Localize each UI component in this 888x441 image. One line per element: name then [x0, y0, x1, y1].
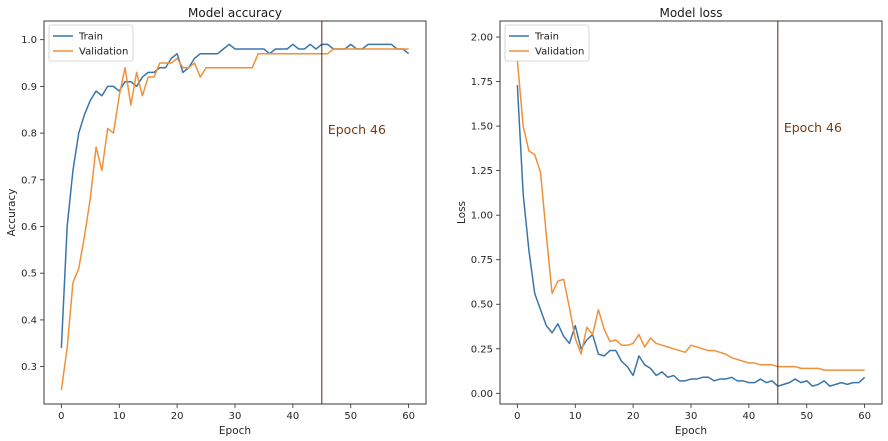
x-axis-label: Epoch: [675, 425, 707, 437]
y-tick-label: 1.50: [471, 122, 493, 133]
y-tick-label: 0.3: [21, 362, 37, 373]
x-axis-label: Epoch: [219, 425, 251, 437]
legend: Train Validation: [48, 24, 134, 62]
y-axis-label: Accuracy: [6, 189, 18, 237]
y-tick-label: 0.6: [21, 222, 37, 233]
x-tick-label: 10: [113, 411, 126, 422]
x-tick-label: 40: [287, 411, 300, 422]
y-tick-label: 1.0: [21, 35, 37, 46]
x-tick-label: 60: [402, 411, 415, 422]
vline-label: Epoch 46: [784, 120, 842, 135]
plot-frame: [43, 20, 427, 405]
x-tick-label: 20: [171, 411, 184, 422]
vline-annotation: Epoch 46: [321, 21, 386, 404]
series-line-train: [60, 43, 410, 348]
y-tick-label: 0.25: [471, 344, 493, 355]
chart-title: Model accuracy: [188, 6, 282, 20]
series-line-validation: [60, 48, 409, 391]
x-tick-label: 0: [514, 411, 520, 422]
legend-label-train: Train: [534, 32, 559, 43]
legend-label-validation: Validation: [79, 47, 128, 58]
vline-annotation: Epoch 46: [777, 21, 842, 404]
y-tick-label: 2.00: [471, 33, 493, 44]
legend: Train Validation: [504, 24, 590, 62]
y-tick-label: 0.50: [471, 300, 493, 311]
chart-title: Model loss: [659, 6, 722, 20]
y-tick-label: 0.8: [21, 129, 37, 140]
y-axis-label: Loss: [456, 201, 468, 224]
legend-box: [48, 24, 134, 62]
y-tick-label: 1.00: [471, 211, 493, 222]
x-tick-label: 20: [627, 411, 640, 422]
y-tick-label: 0.4: [21, 315, 37, 326]
x-tick-label: 50: [800, 411, 813, 422]
vline-label: Epoch 46: [328, 122, 386, 137]
accuracy-chart: Model accuracy Epoch Accuracy 0 10 20 30 40 5…: [6, 6, 427, 437]
legend-label-validation: Validation: [535, 47, 584, 58]
y-tick-label: 0.5: [21, 269, 37, 280]
series-line-validation: [516, 60, 865, 371]
y-tick-label: 1.25: [471, 166, 493, 177]
y-tick-label: 0.75: [471, 255, 493, 266]
x-tick-label: 60: [858, 411, 871, 422]
x-tick-label: 30: [229, 411, 242, 422]
x-tick-label: 0: [58, 411, 64, 422]
loss-chart: Model loss Epoch Loss 0 10 20 30 40 50 60 0.00 0…: [456, 6, 883, 437]
legend-box: [504, 24, 590, 62]
series-line-train: [516, 85, 866, 387]
y-tick-label: 0.00: [471, 389, 493, 400]
y-tick-label: 0.9: [21, 82, 37, 93]
x-tick-label: 30: [685, 411, 698, 422]
legend-label-train: Train: [78, 32, 103, 43]
y-tick-label: 0.7: [21, 175, 37, 186]
x-tick-label: 40: [743, 411, 756, 422]
y-tick-label: 1.75: [471, 77, 493, 88]
x-tick-label: 50: [344, 411, 357, 422]
plot-frame: [499, 20, 883, 405]
x-tick-label: 10: [569, 411, 582, 422]
